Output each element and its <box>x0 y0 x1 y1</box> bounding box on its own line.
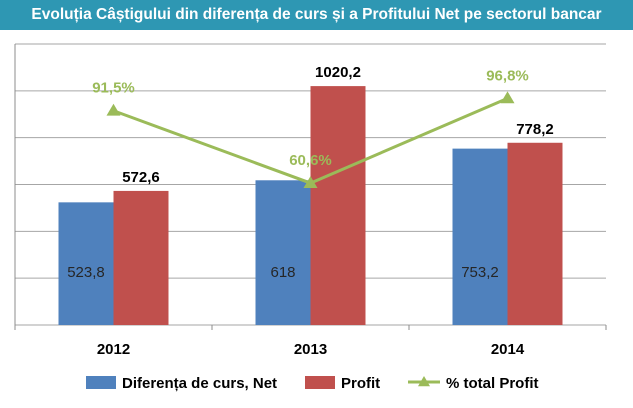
axes <box>14 44 607 330</box>
bar-profit <box>113 190 169 325</box>
data-label-diferenta: 523,8 <box>67 264 105 281</box>
legend-label: Diferența de curs, Net <box>122 375 277 392</box>
data-label-diferenta: 618 <box>270 264 295 281</box>
x-tick-label: 2013 <box>294 341 327 358</box>
legend: Diferența de curs, Net Profit % total Prof… <box>86 375 539 392</box>
chart-area: 523,8 572,6 618 1020,2 753,2 778,2 91,5% 60,6% 9… <box>0 30 633 408</box>
x-tick-labels: 2012 2013 2014 <box>97 341 525 358</box>
bars <box>58 86 563 325</box>
chart-title: Evoluția Câștigului din diferența de cur… <box>0 0 633 30</box>
percent-marker <box>106 103 121 116</box>
percent-marker <box>303 176 318 188</box>
data-label-percent: 60,6% <box>289 152 332 169</box>
x-tick-label: 2012 <box>97 341 130 358</box>
legend-marker <box>418 376 430 387</box>
legend-label: % total Profit <box>446 375 539 392</box>
bar-profit <box>507 142 563 325</box>
data-label-diferenta: 753,2 <box>461 264 499 281</box>
legend-swatch <box>305 376 335 389</box>
data-labels: 523,8 572,6 618 1020,2 753,2 778,2 91,5% 60,6% 9… <box>67 64 554 281</box>
data-label-percent: 91,5% <box>92 80 135 97</box>
data-label-profit: 572,6 <box>122 169 160 186</box>
legend-swatch <box>86 376 116 389</box>
bar-diferenta-curs <box>58 202 114 325</box>
data-label-profit: 778,2 <box>516 121 554 138</box>
data-label-percent: 96,8% <box>486 67 529 84</box>
data-label-profit: 1020,2 <box>315 64 361 81</box>
percent-marker <box>500 91 515 104</box>
bar-diferenta-curs <box>255 180 311 325</box>
bar-profit <box>310 86 366 325</box>
percent-line <box>106 91 515 188</box>
x-tick-label: 2014 <box>491 341 525 358</box>
bar-diferenta-curs <box>452 148 508 325</box>
legend-label: Profit <box>341 375 380 392</box>
